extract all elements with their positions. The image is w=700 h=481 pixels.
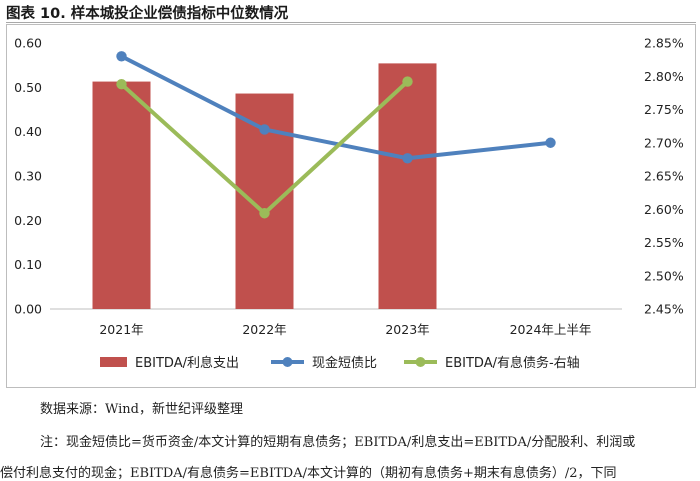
right-tick-label: 2.80%: [644, 69, 684, 84]
legend-swatch-marker: [415, 357, 426, 367]
data-point: [402, 153, 413, 164]
right-tick-label: 2.45%: [644, 302, 684, 317]
cash-short-debt-line: [120, 54, 551, 161]
data-point: [259, 124, 270, 135]
x-tick-label: 2021年: [99, 322, 143, 337]
bar: [378, 63, 437, 309]
footnote-line-2: 偿付利息支付的现金；EBITDA/有息债务=EBITDA/本文计算的（期初有息债…: [0, 466, 617, 481]
left-tick-label: 0.30: [14, 169, 42, 184]
left-tick-label: 0.60: [14, 36, 42, 51]
right-axis: 2.45% 2.50% 2.55% 2.60% 2.65% 2.70% 2.75% 2.80%…: [644, 36, 684, 317]
data-point: [402, 76, 413, 87]
left-tick-label: 0.50: [14, 80, 42, 95]
source-note: 数据来源：Wind，新世纪评级整理: [40, 402, 243, 417]
left-tick-label: 0.00: [14, 302, 42, 317]
bar-series: [92, 63, 437, 309]
bar: [92, 81, 151, 309]
x-axis: 2021年 2022年 2023年 2024年上半年: [99, 322, 591, 337]
right-tick-label: 2.75%: [644, 102, 684, 117]
right-tick-label: 2.60%: [644, 202, 684, 217]
left-axis: 0.00 0.10 0.20 0.30 0.40 0.50 0.60: [14, 36, 42, 317]
x-tick-label: 2023年: [385, 322, 429, 337]
legend-label: EBITDA/利息支出: [135, 355, 239, 371]
legend-label: 现金短债比: [312, 355, 377, 371]
title-divider: [6, 22, 696, 23]
data-point: [116, 51, 127, 62]
footnote-line-1: 注：现金短债比=货币资金/本文计算的短期有息债务；EBITDA/利息支出=EBI…: [40, 435, 636, 450]
left-tick-label: 0.20: [14, 213, 42, 228]
x-tick-label: 2022年: [242, 322, 286, 337]
right-tick-label: 2.70%: [644, 135, 684, 150]
right-tick-label: 2.85%: [644, 36, 684, 51]
right-tick-label: 2.55%: [644, 235, 684, 250]
right-tick-label: 2.50%: [644, 268, 684, 283]
right-tick-label: 2.65%: [644, 169, 684, 184]
left-tick-label: 0.40: [14, 124, 42, 139]
legend: EBITDA/利息支出 现金短债比 EBITDA/有息债务-右轴: [100, 355, 580, 371]
chart: 0.000.100.200.300.400.500.60 2.45%2.50%2…: [14, 36, 684, 372]
legend-swatch-bar: [100, 357, 127, 367]
x-tick-label: 2024年上半年: [510, 322, 592, 337]
chart-frame: [6, 24, 696, 388]
line-series: [116, 51, 556, 219]
left-tick-label: 0.10: [14, 257, 42, 272]
data-point: [116, 79, 127, 90]
figure-title: 图表 10. 样本城投企业偿债指标中位数情况: [6, 6, 289, 22]
legend-swatch-marker: [282, 357, 293, 367]
data-point: [545, 137, 556, 148]
data-point: [259, 208, 270, 219]
legend-label: EBITDA/有息债务-右轴: [445, 355, 580, 371]
